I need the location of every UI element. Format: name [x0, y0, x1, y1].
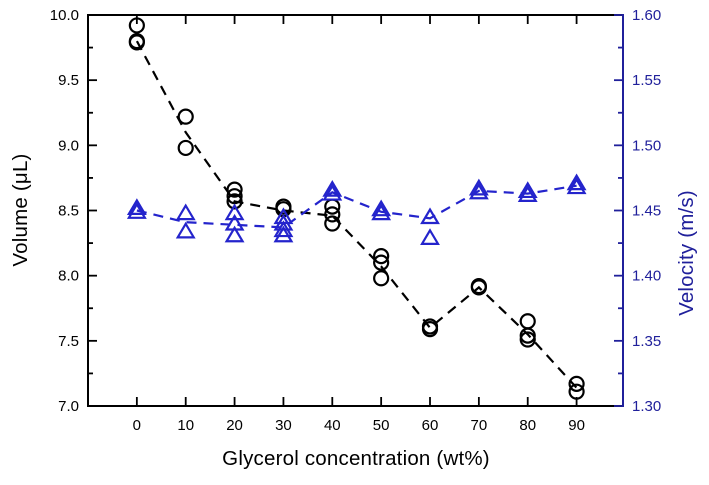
x-axis-label: Glycerol concentration (wt%)	[222, 447, 490, 470]
y-right-tick-label: 1.30	[632, 398, 661, 415]
velocity-data-point	[322, 183, 343, 201]
x-tick-label: 80	[519, 417, 536, 434]
x-tick-label: 50	[373, 417, 390, 434]
x-tick-label: 10	[177, 417, 194, 434]
velocity-data-point	[371, 199, 392, 217]
y-left-tick-label: 8.5	[58, 203, 79, 220]
velocity-data-point	[566, 173, 587, 191]
x-tick-label: 20	[226, 417, 243, 434]
velocity-data-point	[566, 177, 587, 195]
volume-data-point	[324, 215, 341, 232]
velocity-data-point	[224, 225, 245, 243]
x-tick-label: 0	[133, 417, 141, 434]
volume-data-point	[568, 375, 585, 392]
x-tick-label: 70	[471, 417, 488, 434]
x-tick-label: 60	[422, 417, 439, 434]
volume-data-point	[373, 270, 390, 287]
velocity-data-point	[517, 181, 538, 199]
volume-data-point	[226, 188, 243, 205]
volume-data-point	[226, 193, 243, 210]
volume-data-point	[470, 279, 487, 296]
velocity-data-point	[371, 203, 392, 221]
velocity-data-point	[126, 202, 147, 219]
y-left-tick-label: 7.5	[58, 333, 79, 350]
volume-data-point	[177, 108, 194, 125]
y-left-tick-label: 9.0	[58, 137, 79, 154]
velocity-data-point	[420, 228, 440, 245]
y-left-tick-label: 9.5	[58, 72, 79, 89]
velocity-data-point	[224, 203, 245, 221]
x-tick-label: 30	[275, 417, 292, 434]
volume-data-point	[519, 313, 536, 330]
volume-series	[128, 17, 585, 400]
y-right-tick-label: 1.35	[632, 333, 661, 350]
y-right-tick-label: 1.45	[632, 203, 661, 220]
velocity-data-point	[175, 203, 196, 221]
volume-data-point	[421, 321, 439, 338]
y-left-tick-label: 10.0	[50, 7, 79, 24]
y-axis-label-left: Volume (μL)	[9, 153, 32, 267]
velocity-data-point	[468, 178, 489, 196]
y-axis-label-right: Velocity (m/s)	[675, 190, 698, 316]
velocity-data-point	[126, 198, 147, 215]
velocity-data-point	[273, 220, 294, 238]
velocity-data-point	[517, 185, 538, 202]
volume-data-point	[226, 181, 243, 198]
velocity-data-point	[322, 179, 343, 197]
axes: 0 10 20 30 40 50 60 70 80 90 7.0 7.5 8.0 8.5 9.0 9.5 10.…	[50, 7, 661, 434]
y-right-tick-label: 1.55	[632, 72, 661, 89]
y-right-tick-label: 1.50	[632, 137, 661, 154]
velocity-data-point	[175, 221, 196, 239]
velocity-series	[126, 173, 587, 245]
volume-data-point	[373, 254, 390, 271]
volume-data-point	[177, 139, 194, 157]
volume-data-point	[324, 206, 341, 223]
y-left-tick-label: 8.0	[58, 268, 79, 285]
x-tick-label: 90	[568, 417, 585, 434]
volume-data-point	[128, 34, 145, 51]
velocity-data-point	[420, 207, 440, 225]
y-right-tick-label: 1.40	[632, 268, 661, 285]
x-tick-label: 40	[324, 417, 341, 434]
volume-data-point	[519, 331, 536, 348]
y-left-tick-label: 7.0	[58, 398, 79, 415]
y-right-tick-label: 1.60	[632, 7, 661, 24]
volume-data-point	[373, 248, 390, 265]
velocity-data-point	[468, 182, 489, 200]
velocity-data-point	[273, 225, 294, 243]
